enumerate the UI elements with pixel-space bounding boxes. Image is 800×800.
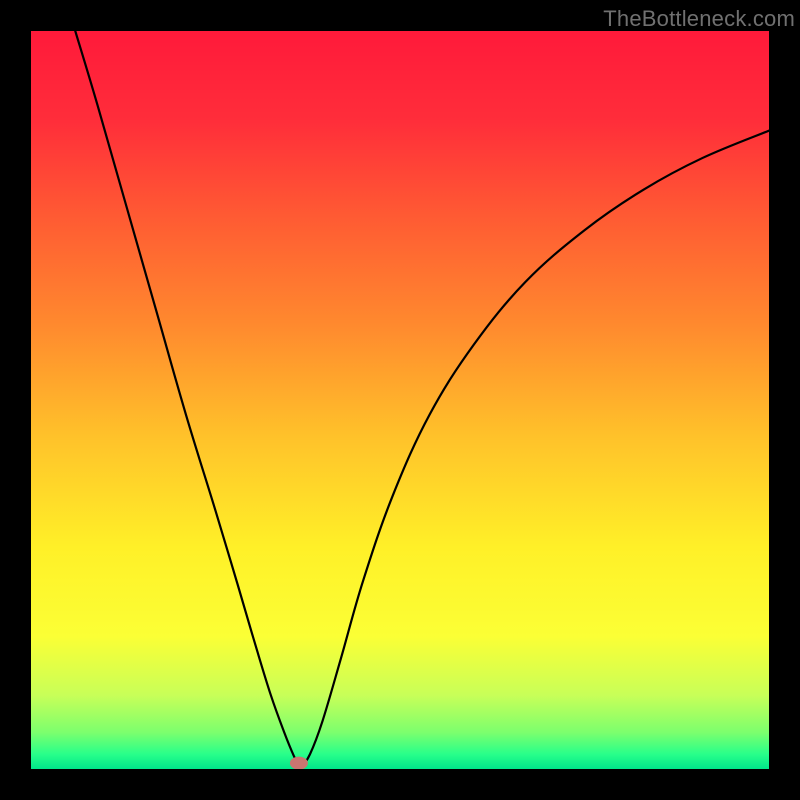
bottleneck-plot	[31, 31, 769, 769]
chart-frame: TheBottleneck.com	[0, 0, 800, 800]
plot-background	[31, 31, 769, 769]
watermark-text: TheBottleneck.com	[603, 6, 795, 32]
min-marker	[290, 757, 308, 769]
